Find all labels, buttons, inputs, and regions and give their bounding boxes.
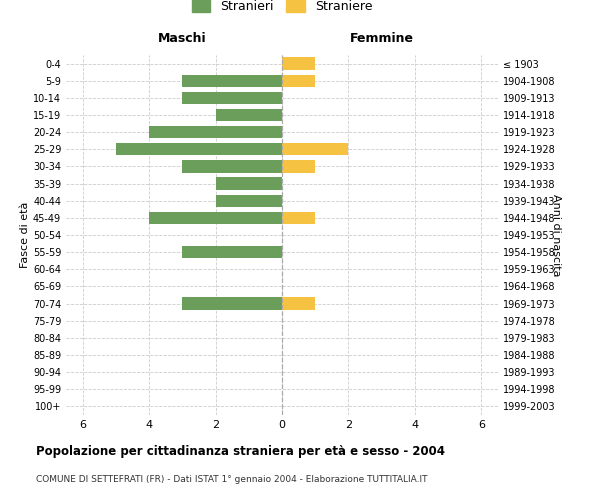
Bar [215, 178, 282, 190]
Bar [282, 212, 315, 224]
Bar [116, 143, 282, 156]
Bar [282, 143, 349, 156]
Bar [149, 126, 282, 138]
Y-axis label: Anni di nascita: Anni di nascita [551, 194, 561, 276]
Legend: Stranieri, Straniere: Stranieri, Straniere [188, 0, 376, 17]
Bar [182, 92, 282, 104]
Bar [182, 74, 282, 87]
Bar [282, 298, 315, 310]
Bar [215, 194, 282, 207]
Y-axis label: Fasce di età: Fasce di età [20, 202, 30, 268]
Bar [182, 160, 282, 172]
Text: Maschi: Maschi [158, 32, 206, 44]
Bar [282, 58, 315, 70]
Bar [149, 212, 282, 224]
Bar [282, 160, 315, 172]
Bar [182, 246, 282, 258]
Text: Popolazione per cittadinanza straniera per età e sesso - 2004: Popolazione per cittadinanza straniera p… [36, 445, 445, 458]
Bar [182, 298, 282, 310]
Text: COMUNE DI SETTEFRATI (FR) - Dati ISTAT 1° gennaio 2004 - Elaborazione TUTTITALIA: COMUNE DI SETTEFRATI (FR) - Dati ISTAT 1… [36, 475, 427, 484]
Bar [282, 74, 315, 87]
Text: Femmine: Femmine [350, 32, 413, 44]
Bar [215, 109, 282, 121]
